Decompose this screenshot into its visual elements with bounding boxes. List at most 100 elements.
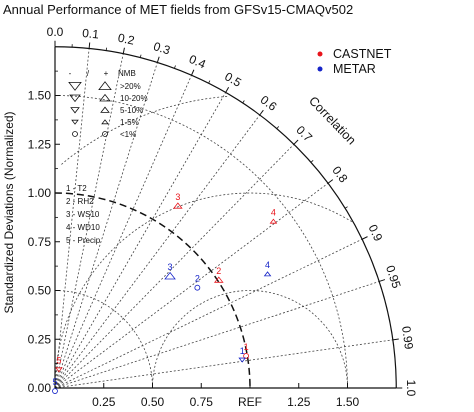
points-layer: 1 2 3 4 5 1 2 3 4 5 — [52, 192, 278, 394]
correlation-minor-tick — [242, 100, 245, 104]
point-marker — [164, 271, 176, 280]
correlation-tick-mark — [225, 87, 230, 93]
correlation-gridline — [54, 75, 192, 389]
y-axis-label: Standardized Deviations (Normalized) — [2, 111, 16, 313]
nmb-key-circle — [72, 131, 78, 137]
nmb-key-down-triangle — [69, 94, 81, 103]
nmb-key-up-triangle — [100, 106, 110, 113]
point-label: 1 — [244, 342, 249, 352]
legend-marker-castnet — [317, 51, 323, 57]
correlation-gridline — [54, 53, 124, 389]
correlation-tick-label: 0.0 — [47, 25, 64, 39]
x-tick-label: 1.50 — [336, 395, 360, 409]
correlation-gridline — [54, 48, 90, 389]
variable-key-item: 2 - RH2 — [66, 197, 94, 206]
correlation-tick-mark — [379, 279, 386, 282]
correlation-tick-mark — [191, 69, 195, 76]
y-tick-label: 0.50 — [28, 284, 52, 298]
correlation-minor-tick — [276, 126, 280, 129]
x-tick-label: 1.25 — [287, 395, 311, 409]
point-marker — [194, 284, 201, 291]
correlation-gridline — [54, 339, 393, 389]
legend-label-metar: METAR — [333, 62, 376, 76]
x-tick-label: REF — [238, 395, 262, 409]
point-label: 3 — [175, 192, 180, 202]
correlation-tick-label: 0.5 — [222, 69, 244, 90]
y-tick-label: 0.75 — [28, 235, 52, 249]
nmb-key-header: + — [104, 69, 109, 78]
nmb-key-label: <1% — [120, 130, 136, 139]
y-tick-label: 1.50 — [28, 89, 52, 103]
correlation-tick-label: 0.9 — [366, 222, 386, 243]
variable-key-item: 4 - WD10 — [66, 223, 100, 232]
x-tick-label: 0.25 — [92, 395, 116, 409]
correlation-minor-tick — [208, 80, 211, 84]
y-tick-label: 1.00 — [28, 186, 52, 200]
correlation-gridline — [54, 281, 380, 389]
point-marker — [263, 271, 272, 277]
point-label: 1 — [240, 346, 245, 356]
correlation-axis-label: Correlation — [306, 94, 359, 148]
correlation-tick-label: 0.1 — [82, 26, 100, 42]
point-marker — [269, 218, 278, 224]
correlation-tick-label: 1.0 — [404, 380, 418, 397]
grid-layer — [54, 48, 393, 389]
correlation-tick-label: 0.4 — [187, 52, 208, 72]
y-tick-label: 0.00 — [28, 381, 52, 395]
x-tick-label: 0.75 — [190, 395, 214, 409]
std-dev-arc — [54, 290, 153, 389]
point-marker — [55, 367, 63, 373]
correlation-tick-label: 0.3 — [152, 39, 172, 57]
variable-key-item: 3 - WS10 — [66, 210, 100, 219]
point-marker — [213, 276, 224, 283]
correlation-gridline — [54, 144, 295, 389]
nmb-key-label: 1-5% — [120, 118, 139, 127]
std-dev-arc — [54, 95, 348, 389]
correlation-tick-mark — [156, 56, 160, 63]
correlation-tick-mark — [327, 179, 334, 184]
point-marker — [52, 388, 58, 394]
nmb-key-label: >20% — [120, 82, 141, 91]
nmb-key-down-triangle — [68, 82, 82, 91]
nmb-key-down-triangle — [71, 119, 79, 125]
correlation-tick-mark — [122, 47, 125, 54]
nmb-key-circle — [102, 131, 108, 137]
correlation-minor-tick — [139, 54, 142, 58]
correlation-tick-mark — [293, 139, 299, 145]
correlation-arc — [54, 46, 397, 389]
correlation-minor-tick — [310, 160, 314, 163]
point-label: 5 — [56, 356, 61, 366]
correlation-tick-label: 0.95 — [383, 264, 404, 291]
variable-key-item: 1 - T2 — [66, 184, 87, 193]
legend-label-castnet: CASTNET — [333, 47, 392, 61]
nmb-key-up-triangle — [99, 93, 111, 102]
nmb-key-up-triangle — [101, 119, 109, 125]
x-tick-label: 0.50 — [141, 395, 165, 409]
point-label: 2 — [195, 274, 200, 284]
nmb-key-up-triangle — [98, 81, 112, 90]
correlation-tick-label: 0.2 — [117, 31, 136, 48]
point-label: 3 — [168, 262, 173, 272]
nmb-key-header: NMB — [118, 69, 136, 78]
point-label: 4 — [265, 260, 270, 270]
chart-title: Annual Performance of MET fields from GF… — [3, 2, 353, 17]
y-tick-label: 0.25 — [28, 332, 52, 346]
rmsd-arc — [152, 290, 348, 388]
point-label: 2 — [216, 266, 221, 276]
correlation-tick-mark — [361, 236, 368, 240]
correlation-minor-tick — [344, 206, 348, 209]
nmb-key-label: 10-20% — [120, 94, 148, 103]
nmb-key-label: 5-10% — [120, 106, 143, 115]
correlation-minor-tick — [174, 65, 176, 69]
correlation-gridline — [54, 182, 329, 389]
point-label: 5 — [52, 377, 57, 387]
correlation-gridline — [54, 114, 261, 389]
correlation-tick-mark — [88, 42, 91, 49]
nmb-key-down-triangle — [70, 107, 80, 114]
point-marker — [173, 202, 183, 209]
correlation-tick-label: 0.8 — [329, 163, 350, 185]
correlation-tick-mark — [392, 338, 399, 341]
rmsd-arc — [54, 192, 353, 389]
